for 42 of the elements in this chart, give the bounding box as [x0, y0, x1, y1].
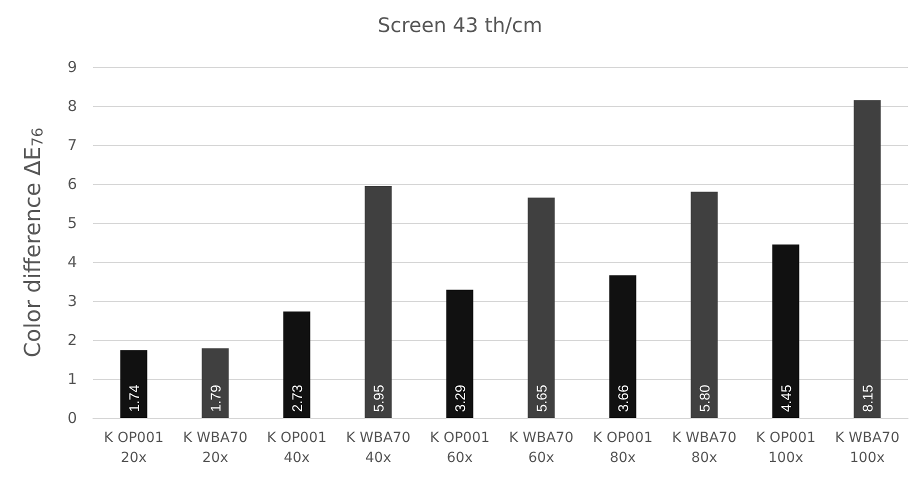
y-tick-label: 0	[67, 409, 77, 427]
bar	[854, 100, 881, 418]
x-tick-label: K OP001 60x	[430, 430, 490, 466]
y-tick-label: 4	[67, 253, 77, 271]
x-tick-label: K WBA70 100x	[835, 430, 900, 466]
bar	[120, 350, 148, 418]
data-label: 1.79	[207, 384, 224, 412]
bar	[446, 290, 474, 418]
bar	[283, 312, 310, 418]
bar	[690, 192, 718, 418]
y-tick-label: 1	[67, 370, 77, 388]
bar	[202, 348, 229, 418]
data-label: 2.73	[288, 384, 305, 412]
y-tick-label: 2	[67, 331, 77, 349]
y-axis-title: Color difference ΔE76	[21, 128, 46, 358]
y-tick-label: 6	[67, 175, 77, 193]
data-label: 5.95	[370, 384, 386, 412]
x-tick-label: K OP001 80x	[592, 430, 653, 466]
data-label: 4.45	[778, 384, 794, 412]
bar	[609, 275, 636, 418]
x-tick-label: K OP001 100x	[756, 430, 816, 466]
bar	[364, 186, 392, 418]
data-label: 5.65	[533, 384, 550, 412]
y-tick-label: 7	[67, 136, 77, 154]
data-label: 5.80	[696, 384, 712, 412]
y-tick-label: 5	[67, 214, 77, 232]
data-label: 3.66	[614, 384, 631, 412]
x-tick-label: K WBA70 20x	[183, 430, 248, 466]
x-tick-label: K OP001 40x	[266, 430, 327, 466]
x-tick-label: K WBA70 40x	[346, 430, 410, 466]
y-tick-label: 9	[67, 58, 77, 76]
bar	[772, 244, 800, 418]
x-tick-label: K WBA70 60x	[509, 430, 574, 466]
x-tick-label: K OP001 20x	[104, 430, 164, 466]
bar	[528, 198, 555, 418]
data-label: 1.74	[126, 384, 142, 412]
chart-title: Screen 43 th/cm	[378, 13, 542, 37]
x-tick-label: K WBA70 80x	[672, 430, 736, 466]
y-tick-label: 3	[67, 292, 77, 310]
y-tick-label: 8	[67, 97, 77, 115]
data-label: 3.29	[452, 384, 468, 412]
data-label: 8.15	[859, 384, 876, 412]
